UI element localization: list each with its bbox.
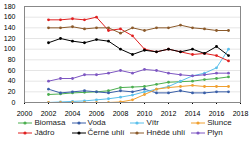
svg-text:2010: 2010 xyxy=(137,110,153,117)
svg-text:100: 100 xyxy=(4,45,16,52)
svg-text:2014: 2014 xyxy=(185,110,201,117)
html-text:Vítr: Vítr xyxy=(146,118,159,127)
svg-text:40: 40 xyxy=(8,77,16,84)
svg-text:2000: 2000 xyxy=(17,110,33,117)
svg-text:0: 0 xyxy=(12,99,16,106)
svg-text:2008: 2008 xyxy=(113,110,129,117)
svg-text:2016: 2016 xyxy=(209,110,225,117)
svg-text:160: 160 xyxy=(4,13,16,20)
svg-text:60: 60 xyxy=(8,67,16,74)
svg-text:2012: 2012 xyxy=(161,110,177,117)
svg-text:20: 20 xyxy=(8,88,16,95)
svg-text:120: 120 xyxy=(4,35,16,42)
svg-text:80: 80 xyxy=(8,56,16,63)
svg-text:2006: 2006 xyxy=(89,110,105,117)
svg-text:180: 180 xyxy=(4,3,16,10)
html-text:Slunce: Slunce xyxy=(207,118,232,127)
svg-text:2002: 2002 xyxy=(41,110,57,117)
html-text:Voda: Voda xyxy=(87,118,106,127)
html-text:Jádro: Jádro xyxy=(34,128,55,137)
html-text:Hnědé uhlí: Hnědé uhlí xyxy=(146,128,186,137)
svg-text:2018: 2018 xyxy=(233,110,249,117)
html-text:Plyn: Plyn xyxy=(207,128,223,137)
svg-text:2004: 2004 xyxy=(65,110,81,117)
svg-text:140: 140 xyxy=(4,24,16,31)
html-text:Černé uhlí: Černé uhlí xyxy=(87,128,125,137)
html-text:Biomasa: Biomasa xyxy=(34,118,66,127)
